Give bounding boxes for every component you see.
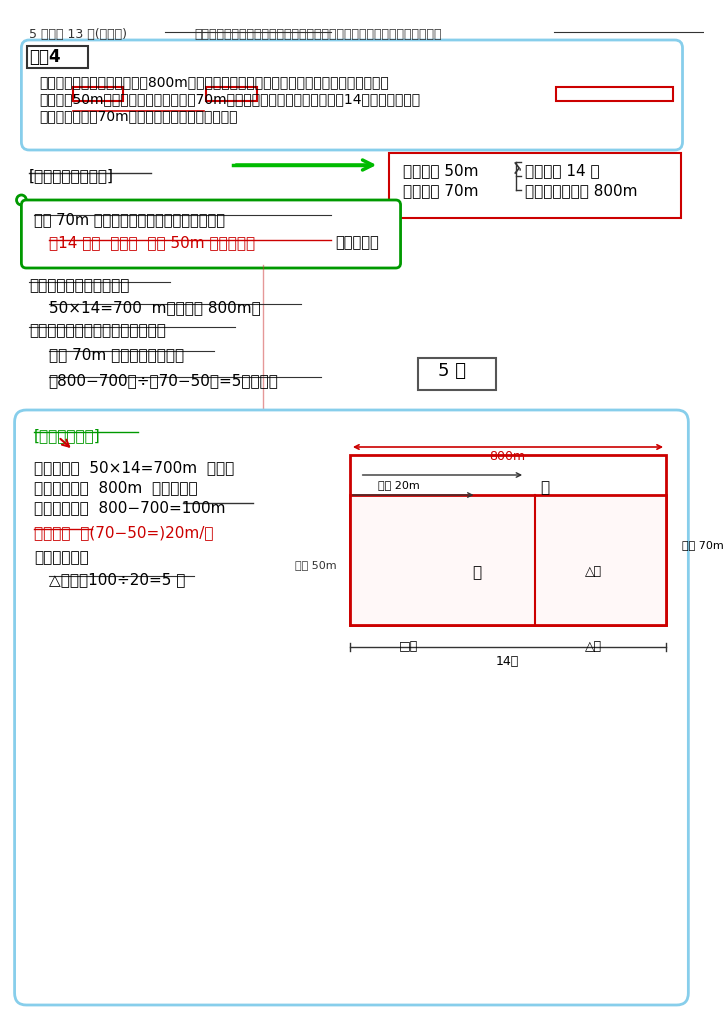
Bar bbox=[28, 46, 88, 68]
Text: 全体の面積が  800m  ですから，: 全体の面積が 800m ですから， bbox=[34, 480, 198, 495]
Text: □分: □分 bbox=[399, 640, 418, 653]
Text: きました。分速70mで歩いた時間は何分ですか。: きました。分速70mで歩いた時間は何分ですか。 bbox=[39, 109, 237, 123]
Text: とすると，: とすると， bbox=[335, 234, 379, 250]
Text: △分: △分 bbox=[584, 565, 602, 578]
Text: イ: イ bbox=[540, 480, 549, 495]
Text: テキストは四谷大塚でお買い求めください。　中学受験のヘクトパスカル: テキストは四谷大塚でお買い求めください。 中学受験のヘクトパスカル bbox=[195, 28, 442, 41]
FancyBboxPatch shape bbox=[14, 410, 689, 1005]
Text: 毎分 50m: 毎分 50m bbox=[295, 560, 337, 570]
Text: 分速 70m で歩いた時間をきいているので，: 分速 70m で歩いた時間をきいているので， bbox=[34, 212, 225, 227]
Text: ここで，つるかめ算の計算です。: ここで，つるかめ算の計算です。 bbox=[29, 323, 166, 338]
Text: このときの，道のりは，: このときの，道のりは， bbox=[29, 278, 130, 293]
Bar bbox=[418, 358, 496, 390]
Text: △・・・100÷20=5 分: △・・・100÷20=5 分 bbox=[49, 572, 185, 587]
Text: 毎分 70m: 毎分 70m bbox=[682, 540, 724, 550]
FancyBboxPatch shape bbox=[22, 200, 400, 268]
Bar bbox=[389, 153, 681, 218]
Bar bbox=[556, 87, 673, 101]
Text: 14分: 14分 bbox=[496, 655, 519, 668]
Text: 例題4: 例題4 bbox=[29, 48, 61, 66]
Bar bbox=[350, 495, 666, 625]
Bar bbox=[206, 87, 257, 101]
Text: [速さのつるかめ算]: [速さのつるかめ算] bbox=[29, 168, 114, 183]
Text: したがって，: したがって， bbox=[34, 550, 89, 565]
Text: 「14 分間  すべて  分速 50m で歩いた」: 「14 分間 すべて 分速 50m で歩いた」 bbox=[49, 234, 255, 250]
Text: 5 年上第 13 回(改訂版): 5 年上第 13 回(改訂版) bbox=[29, 28, 127, 41]
Text: １分間で 50m: １分間で 50m bbox=[403, 163, 479, 178]
Text: イのたて  は(70−50=)20m/分: イのたて は(70−50=)20m/分 bbox=[34, 525, 214, 540]
Text: アの面積が  50×14=700m  です。: アの面積が 50×14=700m です。 bbox=[34, 460, 235, 475]
Text: ア: ア bbox=[472, 565, 481, 580]
Text: めは分速50mで歩き，途中からは分速70mで歩いたところ，家を出てから14分後に学校に着: めは分速50mで歩き，途中からは分速70mで歩いたところ，家を出てから14分後に… bbox=[39, 92, 420, 106]
Text: 合計の道のりは 800m: 合計の道のりは 800m bbox=[525, 183, 638, 198]
Text: イの面積は，  800−700=100m: イの面積は， 800−700=100m bbox=[34, 500, 226, 515]
Text: 毎分 20m: 毎分 20m bbox=[378, 480, 419, 490]
FancyBboxPatch shape bbox=[22, 40, 683, 150]
Text: １分間で 70m: １分間で 70m bbox=[403, 183, 479, 198]
Bar bbox=[350, 455, 666, 625]
Text: （800−700）÷（70−50）=5　（分）: （800−700）÷（70−50）=5 （分） bbox=[49, 373, 279, 388]
Text: △分: △分 bbox=[584, 640, 602, 653]
Text: 合わせて 14 分: 合わせて 14 分 bbox=[525, 163, 599, 178]
Text: 5 分: 5 分 bbox=[437, 362, 466, 380]
Text: 50×14=700  m（実際は 800m）: 50×14=700 m（実際は 800m） bbox=[49, 300, 261, 315]
Text: 800m: 800m bbox=[489, 450, 526, 463]
Text: [面積図の解法]: [面積図の解法] bbox=[34, 428, 101, 443]
Text: ひかる君の家から学校までは800mあります。ひかる君が家から学校まで行くのに，はじ: ひかる君の家から学校までは800mあります。ひかる君が家から学校まで行くのに，は… bbox=[39, 75, 389, 89]
Bar bbox=[73, 87, 124, 101]
Text: 分速 70m で歩いた時間は，: 分速 70m で歩いた時間は， bbox=[49, 347, 184, 362]
